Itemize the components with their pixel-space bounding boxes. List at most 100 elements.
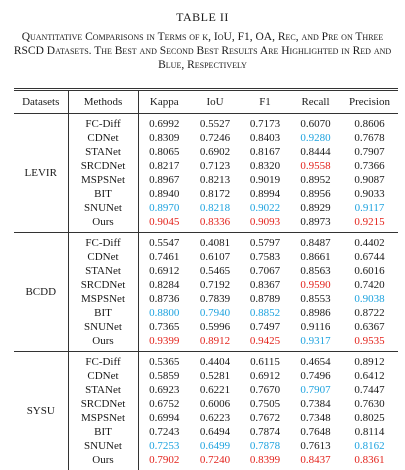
- value-cell: 0.9087: [341, 173, 398, 187]
- value-cell: 0.8213: [190, 173, 240, 187]
- value-cell: 0.7670: [240, 383, 290, 397]
- value-cell: 0.5527: [190, 114, 240, 132]
- value-cell: 0.9038: [341, 292, 398, 306]
- value-cell: 0.8940: [138, 187, 190, 201]
- value-cell: 0.8912: [190, 334, 240, 352]
- value-cell: 0.9535: [341, 334, 398, 352]
- value-cell: 0.8553: [290, 292, 341, 306]
- value-cell: 0.8606: [341, 114, 398, 132]
- value-cell: 0.8444: [290, 145, 341, 159]
- value-cell: 0.8661: [290, 250, 341, 264]
- value-cell: 0.9399: [138, 334, 190, 352]
- value-cell: 0.9116: [290, 320, 341, 334]
- value-cell: 0.8284: [138, 278, 190, 292]
- value-cell: 0.7384: [290, 397, 341, 411]
- value-cell: 0.9093: [240, 215, 290, 233]
- value-cell: 0.5465: [190, 264, 240, 278]
- value-cell: 0.8973: [290, 215, 341, 233]
- value-cell: 0.9317: [290, 334, 341, 352]
- method-cell: Ours: [68, 334, 138, 352]
- value-cell: 0.8994: [240, 187, 290, 201]
- value-cell: 0.7907: [341, 145, 398, 159]
- value-cell: 0.5365: [138, 352, 190, 370]
- method-cell: CDNet: [68, 369, 138, 383]
- value-cell: 0.7447: [341, 383, 398, 397]
- value-cell: 0.7496: [290, 369, 341, 383]
- value-cell: 0.6752: [138, 397, 190, 411]
- method-cell: CDNet: [68, 250, 138, 264]
- value-cell: 0.8437: [290, 453, 341, 470]
- value-cell: 0.6912: [138, 264, 190, 278]
- value-cell: 0.7940: [190, 306, 240, 320]
- method-cell: SNUNet: [68, 201, 138, 215]
- method-cell: SNUNet: [68, 439, 138, 453]
- value-cell: 0.8789: [240, 292, 290, 306]
- value-cell: 0.6744: [341, 250, 398, 264]
- value-cell: 0.8172: [190, 187, 240, 201]
- value-cell: 0.5859: [138, 369, 190, 383]
- value-cell: 0.9019: [240, 173, 290, 187]
- value-cell: 0.7420: [341, 278, 398, 292]
- method-cell: FC-Diff: [68, 352, 138, 370]
- value-cell: 0.8800: [138, 306, 190, 320]
- value-cell: 0.6499: [190, 439, 240, 453]
- value-cell: 0.9425: [240, 334, 290, 352]
- value-cell: 0.8967: [138, 173, 190, 187]
- value-cell: 0.8929: [290, 201, 341, 215]
- value-cell: 0.7461: [138, 250, 190, 264]
- value-cell: 0.6912: [240, 369, 290, 383]
- value-cell: 0.9033: [341, 187, 398, 201]
- method-cell: SRCDNet: [68, 159, 138, 173]
- value-cell: 0.8367: [240, 278, 290, 292]
- value-cell: 0.6494: [190, 425, 240, 439]
- method-cell: FC-Diff: [68, 233, 138, 251]
- value-cell: 0.4402: [341, 233, 398, 251]
- value-cell: 0.7648: [290, 425, 341, 439]
- value-cell: 0.6367: [341, 320, 398, 334]
- value-cell: 0.8563: [290, 264, 341, 278]
- header-cell: IoU: [190, 90, 240, 114]
- table-title: TABLE II: [0, 10, 405, 25]
- value-cell: 0.8320: [240, 159, 290, 173]
- value-cell: 0.7630: [341, 397, 398, 411]
- value-cell: 0.8217: [138, 159, 190, 173]
- value-cell: 0.7878: [240, 439, 290, 453]
- value-cell: 0.6016: [341, 264, 398, 278]
- value-cell: 0.8852: [240, 306, 290, 320]
- value-cell: 0.7839: [190, 292, 240, 306]
- method-cell: CDNet: [68, 131, 138, 145]
- header-cell: Datasets: [14, 90, 68, 114]
- method-cell: STANet: [68, 383, 138, 397]
- value-cell: 0.7123: [190, 159, 240, 173]
- dataset-cell: BCDD: [14, 233, 68, 352]
- value-cell: 0.7874: [240, 425, 290, 439]
- method-cell: Ours: [68, 215, 138, 233]
- value-cell: 0.9215: [341, 215, 398, 233]
- header-cell: F1: [240, 90, 290, 114]
- value-cell: 0.6902: [190, 145, 240, 159]
- value-cell: 0.7240: [190, 453, 240, 470]
- value-cell: 0.7902: [138, 453, 190, 470]
- value-cell: 0.7613: [290, 439, 341, 453]
- header-cell: Methods: [68, 90, 138, 114]
- value-cell: 0.6223: [190, 411, 240, 425]
- value-cell: 0.8736: [138, 292, 190, 306]
- value-cell: 0.7365: [138, 320, 190, 334]
- value-cell: 0.8952: [290, 173, 341, 187]
- value-cell: 0.7907: [290, 383, 341, 397]
- value-cell: 0.7253: [138, 439, 190, 453]
